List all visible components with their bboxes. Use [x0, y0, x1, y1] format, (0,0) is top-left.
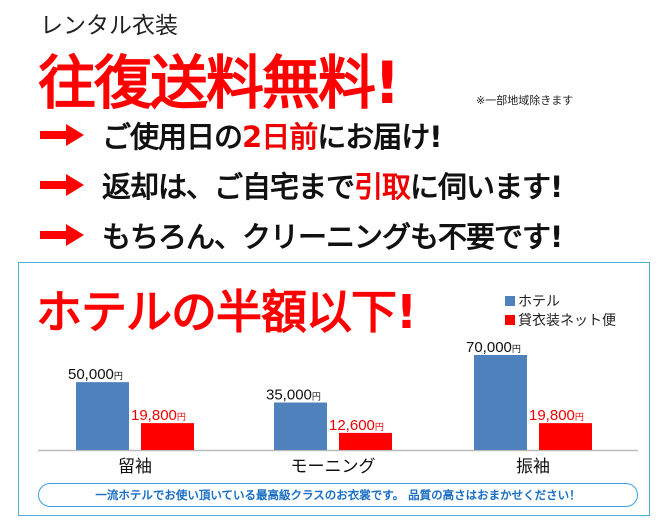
text: もちろん、クリーニングも不要です!	[102, 220, 563, 254]
arrow-right-icon	[40, 124, 84, 146]
legend-item-rental: 貸衣装ネット便	[505, 310, 616, 330]
category-label: 振袖	[516, 457, 550, 477]
arrow-right-icon	[40, 174, 84, 196]
legend-label: ホテル	[518, 294, 560, 310]
chart-title: ホテルの半額以下!	[36, 285, 417, 339]
legend-swatch	[505, 296, 515, 306]
headline: 往復送料無料!	[38, 49, 400, 117]
data-label: 12,600円	[329, 417, 384, 434]
arrow-right-icon	[40, 224, 84, 246]
legend-swatch	[505, 315, 515, 325]
feature-item: もちろん、クリーニングも不要です!	[40, 214, 563, 256]
bar	[141, 423, 194, 450]
feature-text: 返却は、ご自宅まで引取に伺います!	[102, 164, 563, 206]
data-label: 50,000円	[68, 366, 123, 383]
chart-panel	[18, 262, 650, 516]
feature-item: 返却は、ご自宅まで引取に伺います!	[40, 164, 563, 206]
category-label: モーニング	[291, 457, 376, 477]
footer-message: 一流ホテルでお使い頂いている最高級クラスのお衣裳です。 品質の高さはおまかせくだ…	[38, 483, 638, 507]
bar	[339, 432, 392, 450]
data-label: 19,800円	[131, 407, 186, 424]
legend-label: 貸衣装ネット便	[518, 313, 616, 329]
bar	[539, 423, 592, 450]
data-label: 19,800円	[529, 407, 584, 424]
note: ※一部地域除きます	[476, 94, 574, 107]
feature-item: ご使用日の2日前にお届け!	[40, 114, 442, 156]
highlight-text: 引取	[354, 170, 411, 204]
text: にお届け!	[317, 120, 442, 154]
feature-text: ご使用日の2日前にお届け!	[102, 114, 442, 156]
text: ご使用日の	[102, 120, 243, 154]
category-label: 留袖	[118, 457, 152, 477]
bar	[274, 402, 327, 450]
bar	[474, 355, 527, 450]
data-label: 35,000円	[266, 387, 321, 404]
legend-item-hotel: ホテル	[505, 291, 560, 311]
feature-text: もちろん、クリーニングも不要です!	[102, 214, 563, 256]
subtitle: レンタル衣装	[40, 13, 178, 39]
highlight-text: 2日前	[242, 120, 318, 154]
text: に伺います!	[410, 170, 563, 204]
data-label: 70,000円	[466, 339, 521, 356]
bar	[76, 382, 129, 450]
text: 返却は、ご自宅まで	[102, 170, 355, 204]
